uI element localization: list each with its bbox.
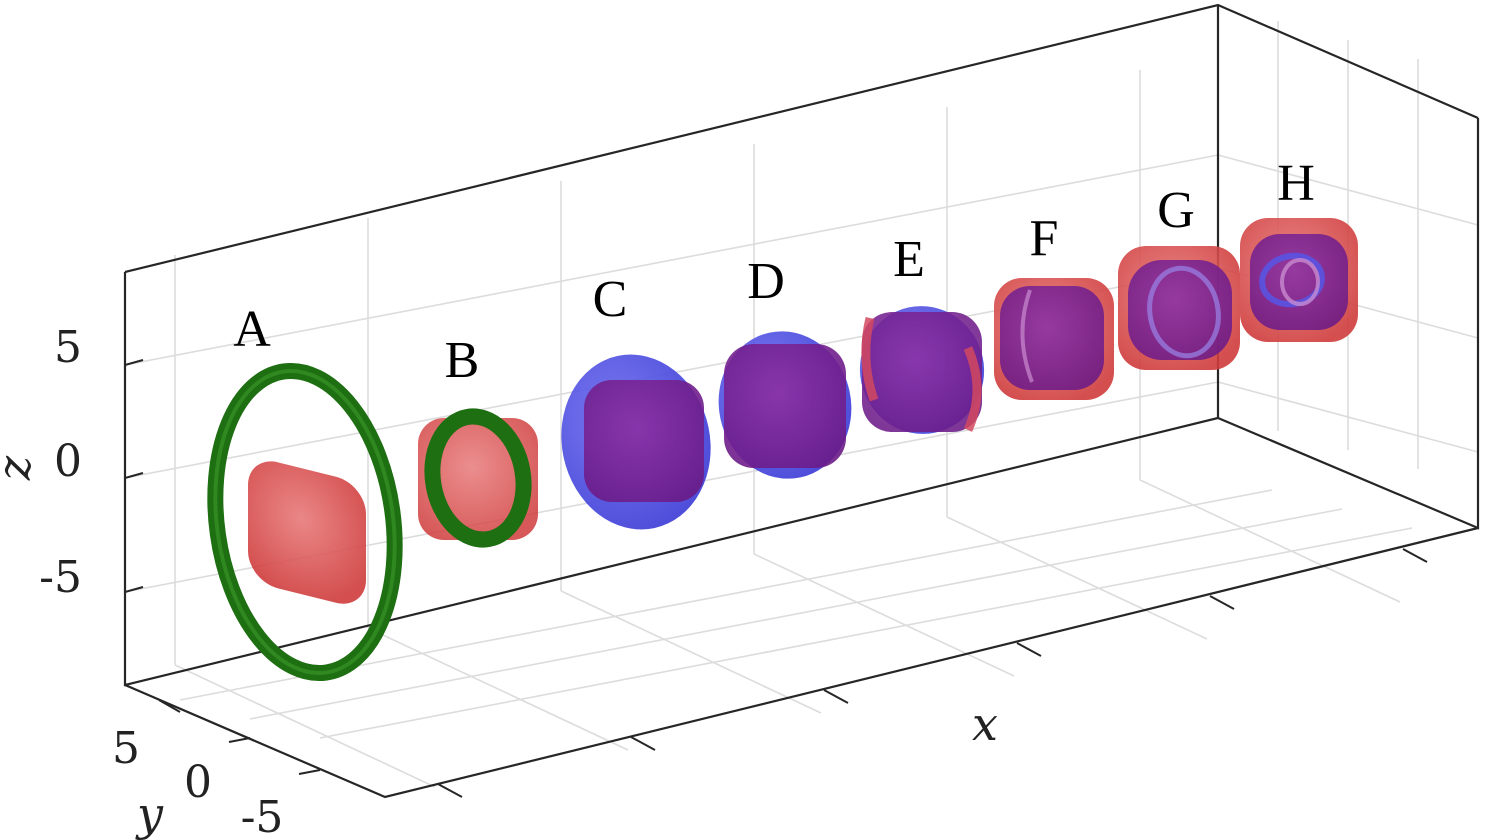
z-tick-label: -5: [39, 552, 82, 603]
grid-line: [179, 489, 1273, 701]
y-tick: [228, 737, 251, 743]
object-g: [1118, 246, 1240, 370]
x-tick: [823, 689, 849, 704]
purple-core: [1000, 286, 1104, 390]
object-b: [418, 408, 538, 548]
red-edge: [963, 346, 982, 432]
green-torus-highlight: [213, 368, 397, 676]
grid-line: [560, 590, 822, 714]
object-d: [718, 331, 852, 479]
y-tick-label: 0: [184, 757, 212, 808]
object-label-a: A: [233, 301, 271, 358]
axis-labels: x y z: [0, 455, 998, 840]
blue-ring: [1147, 265, 1221, 359]
red-edge: [861, 316, 879, 402]
y-tick: [158, 699, 181, 713]
y-tick-label: -5: [241, 792, 284, 840]
y-axis-label: y: [135, 787, 164, 840]
object-e: [859, 306, 985, 434]
object-label-e: E: [893, 231, 925, 288]
pink-edge: [1020, 289, 1034, 383]
grid-line: [124, 154, 1219, 366]
purple-core: [862, 312, 982, 432]
purple-core: [584, 380, 704, 502]
x-tick: [1402, 548, 1428, 563]
z-tick: [124, 586, 144, 593]
red-surface: [248, 461, 366, 604]
x-tick: [437, 783, 463, 798]
grid-line: [1139, 479, 1401, 603]
green-torus: [424, 408, 532, 548]
object-label-g: G: [1157, 182, 1195, 239]
object-label-d: D: [747, 253, 785, 310]
purple-core: [724, 344, 846, 468]
object-label-b: B: [445, 332, 480, 389]
z-tick: [124, 472, 144, 479]
object-c: [561, 354, 711, 530]
ticks: [124, 359, 1428, 798]
y-tick: [298, 769, 321, 775]
x-tick: [1016, 642, 1042, 657]
object-f: [994, 278, 1114, 400]
x-axis-label: x: [972, 697, 998, 751]
grid-line: [946, 516, 1208, 640]
object-labels: A B C D E F G H: [233, 155, 1315, 389]
object-a: [207, 362, 403, 682]
z-tick-label: 5: [54, 322, 82, 373]
grid-line: [319, 527, 1413, 739]
pink-ring: [1280, 258, 1320, 306]
object-label-f: F: [1030, 210, 1059, 267]
z-tick-label: 0: [54, 436, 82, 487]
tick-labels: 5 0 -5 5 0 -5: [39, 322, 283, 840]
z-tick: [124, 359, 144, 366]
axis-box: [123, 3, 1480, 799]
x-tick: [630, 736, 656, 751]
z-axis-label: z: [0, 455, 41, 481]
object-label-c: C: [593, 271, 628, 328]
grid-line: [367, 627, 629, 751]
x-tick: [1209, 595, 1235, 610]
object-h: [1240, 218, 1358, 342]
grid-line: [174, 664, 436, 788]
axis-edge: [124, 526, 1479, 799]
object-label-h: H: [1277, 155, 1315, 212]
y-tick-label: 5: [112, 723, 140, 774]
grid-line: [249, 508, 1343, 720]
grid-line: [753, 553, 1015, 677]
axis-edge: [123, 5, 1220, 687]
